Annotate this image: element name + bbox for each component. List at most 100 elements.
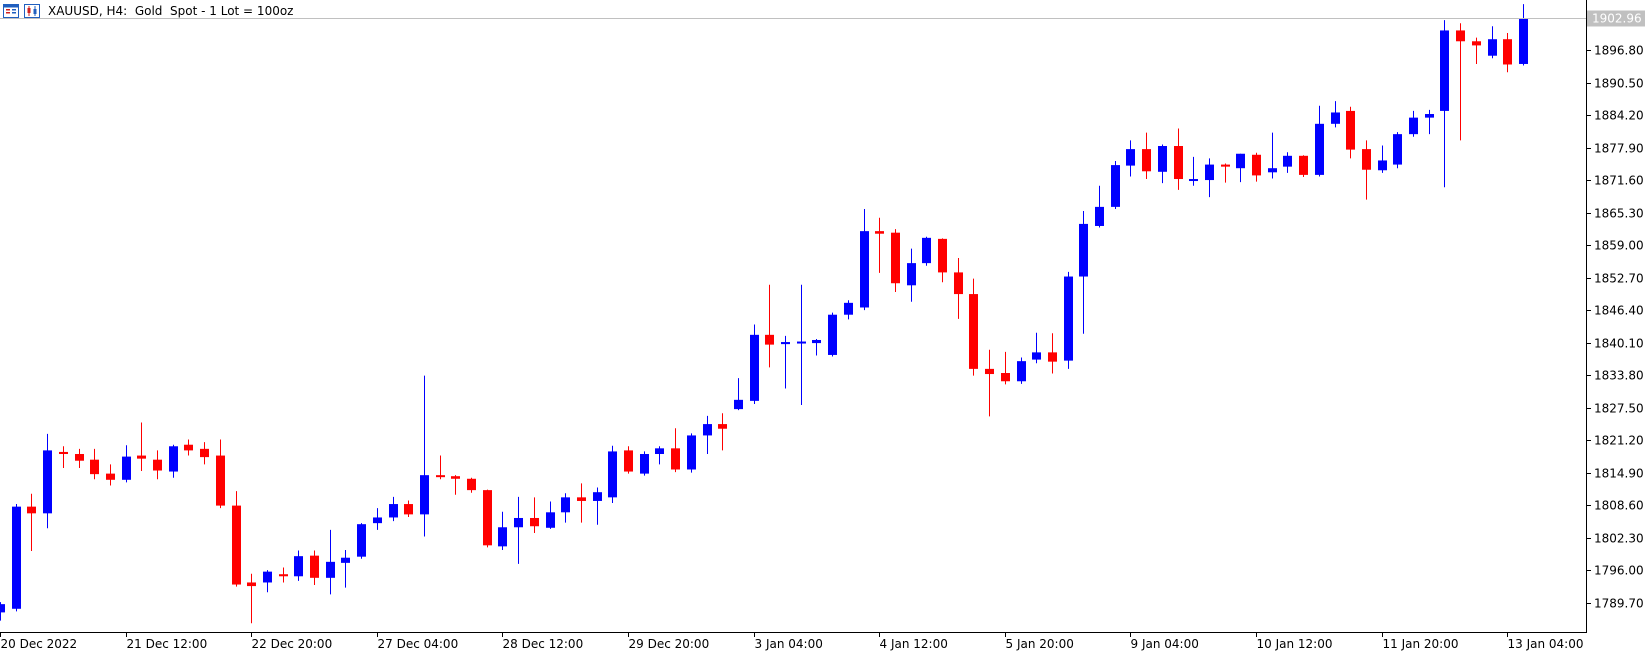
candle [1283,152,1292,173]
time-tick-label: 11 Jan 20:00 [1383,637,1459,651]
candle [247,573,256,624]
current-price-tag: 1902.96 [1587,10,1645,27]
candle-body [593,492,602,501]
candle [608,445,617,504]
price-tick-label: 1877.90 [1594,142,1644,156]
candle-body [1315,123,1324,175]
candle-body [1378,160,1387,171]
candle [279,567,288,583]
candle-body [232,505,241,585]
candle-body [1174,146,1183,180]
candle [137,422,146,472]
candle [671,428,680,473]
candle-body [734,399,743,410]
candle-body [1236,153,1245,169]
candle [263,570,272,593]
time-tick-label: 5 Jan 20:00 [1006,637,1074,651]
price-tick-label: 1859.00 [1594,239,1644,253]
candle [467,477,476,493]
time-tick-label: 28 Dec 12:00 [503,637,584,651]
candle [106,464,115,486]
candle-body [106,473,115,480]
candle [498,511,507,550]
candle [765,284,774,368]
candle-body [687,435,696,470]
candle [1315,105,1324,177]
candle-body [750,334,759,401]
candle [1346,106,1355,159]
candle [1189,156,1198,186]
axes-layer [0,0,1587,633]
candle-body [1283,155,1292,167]
candle [1205,158,1214,198]
candle-body [498,527,507,547]
candle [577,483,586,523]
candle [27,493,36,552]
price-tick-label: 1789.70 [1594,597,1644,611]
candles-layer [0,4,1528,624]
candle-body [294,556,303,577]
candles-chart-icon[interactable] [24,4,40,18]
time-tick-label: 3 Jan 04:00 [755,637,823,651]
candle-body [1503,39,1512,65]
candle [12,504,21,612]
candle-body [27,506,36,514]
chart-window-icon[interactable] [3,4,19,18]
time-tick-label: 22 Dec 20:00 [252,637,333,651]
candle [561,493,570,523]
candle-body [608,451,617,498]
candle [1032,332,1041,364]
candle [1378,145,1387,173]
candle [860,208,869,311]
candle-body [1268,168,1277,173]
candle-body [907,263,916,286]
candle-body [1126,149,1135,166]
candle-body [561,497,570,513]
candle [1064,271,1073,369]
candle [153,450,162,480]
candle-body [1346,110,1355,150]
candle-body [279,574,288,577]
candle-body [310,555,319,578]
price-tick-label: 1890.50 [1594,77,1644,91]
candle [483,489,492,548]
candle-body [577,497,586,501]
candle-body [1205,164,1214,181]
candle [184,439,193,456]
candle-body [137,455,146,459]
candle [985,349,994,417]
candle-body [200,448,209,458]
price-tick-label: 1846.40 [1594,304,1644,318]
time-tick-label: 13 Jan 04:00 [1508,637,1584,651]
candle-body [624,450,633,472]
candle [200,442,209,465]
candle-body [1189,179,1198,182]
candle [216,439,225,509]
candle-body [514,517,523,528]
candle [907,248,916,302]
candle [1331,101,1340,128]
current-price-label: 1902.96 [1592,12,1642,26]
candle [734,378,743,411]
candle-body [436,475,445,478]
candle-body [1079,223,1088,277]
time-tick-label: 4 Jan 12:00 [880,637,948,651]
candle [341,549,350,588]
candle-body [341,557,350,563]
candle-body [844,302,853,315]
candle [969,278,978,376]
candle-body [1252,154,1261,176]
candle [624,446,633,474]
candle [122,445,131,483]
candle-body [703,424,712,436]
candle-body [797,341,806,344]
chart-header: XAUUSD, H4: Gold Spot - 1 Lot = 100oz [0,0,293,22]
candle [1472,37,1481,64]
price-tick-label: 1896.80 [1594,44,1644,58]
candle [844,300,853,320]
candle-body [247,582,256,587]
candle-body [75,454,84,461]
candle [294,550,303,581]
candle-body [671,448,680,470]
